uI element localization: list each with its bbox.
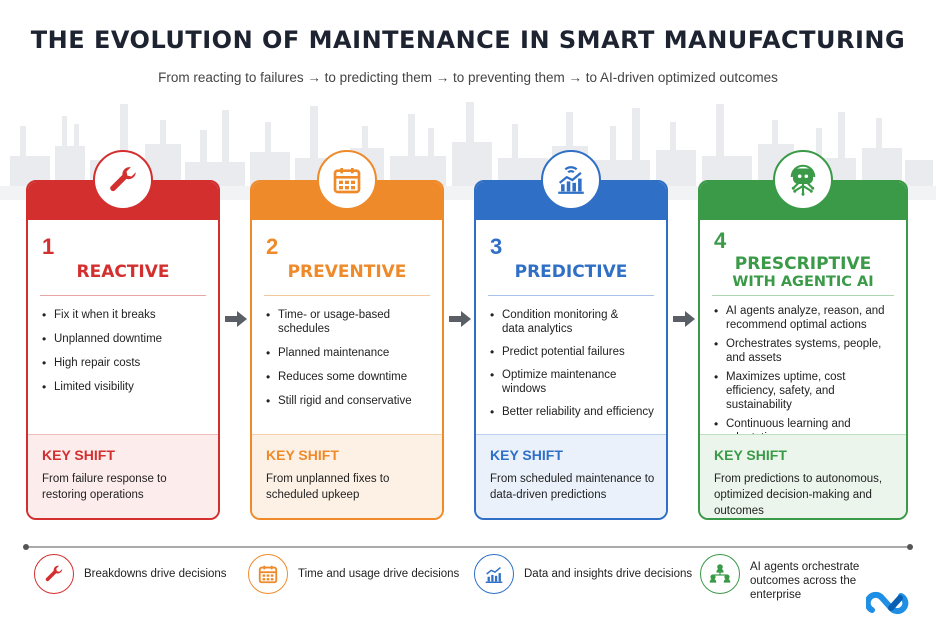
list-item: Condition monitoring & data analytics — [490, 308, 658, 336]
stage-card-predictive: 3 PREDICTIVE Condition monitoring & data… — [474, 180, 668, 520]
divider-line — [264, 295, 430, 296]
divider-line — [488, 295, 654, 296]
stage-card-reactive: 1 REACTIVE Fix it when it breaks Unplann… — [26, 180, 220, 520]
arrow-right-icon — [673, 311, 695, 327]
stage-number: 1 — [42, 234, 55, 259]
key-shift-panel: KEY SHIFT From failure response to resto… — [28, 434, 218, 518]
footer-caption: Data and insights drive decisions — [524, 568, 693, 580]
analytics-chart-icon — [541, 150, 601, 210]
stage-bullet-list: Condition monitoring & data analytics Pr… — [490, 308, 658, 419]
list-item: Predict potential failures — [490, 345, 658, 359]
footer-caption: Breakdowns drive decisions — [84, 568, 227, 580]
list-item: Time- or usage-based schedules — [266, 308, 434, 336]
analytics-chart-icon — [474, 554, 514, 594]
divider-line — [40, 295, 206, 296]
key-shift-title: KEY SHIFT — [42, 447, 115, 463]
network-people-icon — [700, 554, 740, 594]
list-item: High repair costs — [42, 356, 210, 370]
list-item: Planned maintenance — [266, 346, 434, 360]
divider-line — [712, 295, 894, 296]
key-shift-text: From scheduled maintenance to data-drive… — [490, 473, 655, 501]
stage-bullet-list: Time- or usage-based schedules Planned m… — [266, 308, 434, 408]
stage-name: PREVENTIVE — [287, 262, 407, 282]
stage-card-prescriptive: 4 PRESCRIPTIVE WITH AGENTIC AI AI agents… — [698, 180, 908, 520]
key-shift-title: KEY SHIFT — [714, 447, 787, 463]
calendar-icon — [248, 554, 288, 594]
list-item: Still rigid and conservative — [266, 394, 434, 408]
list-item: Optimize maintenance windows — [490, 368, 658, 396]
stage-name: REACTIVE — [76, 262, 170, 282]
page-subtitle: From reacting to failures → to predictin… — [158, 70, 778, 85]
list-item: Orchestrates systems, people, and assets — [714, 337, 898, 365]
footer-caption: AI agents orchestrate outcomes across th… — [750, 561, 860, 601]
ai-robot-icon — [773, 150, 833, 210]
list-item: Limited visibility — [42, 380, 210, 394]
arrow-right-icon — [225, 311, 247, 327]
list-item: Fix it when it breaks — [42, 308, 210, 322]
timeline-divider — [23, 544, 913, 550]
key-shift-text: From predictions to autonomous, optimize… — [714, 473, 883, 517]
key-shift-text: From failure response to restoring opera… — [42, 473, 167, 501]
arrow-right-icon — [449, 311, 471, 327]
stage-number: 3 — [490, 234, 503, 259]
infinity-logo-icon — [866, 591, 909, 615]
list-item: Maximizes uptime, cost efficiency, safet… — [714, 370, 898, 412]
key-shift-panel: KEY SHIFT From scheduled maintenance to … — [476, 434, 666, 518]
list-item: Better reliability and efficiency — [490, 405, 658, 419]
key-shift-title: KEY SHIFT — [490, 447, 563, 463]
stage-name: PREDICTIVE — [514, 262, 628, 282]
stage-card-preventive: 2 PREVENTIVE Time- or usage-based schedu… — [250, 180, 444, 520]
key-shift-panel: KEY SHIFT From predictions to autonomous… — [700, 434, 906, 518]
calendar-icon — [317, 150, 377, 210]
stage-bullet-list: Fix it when it breaks Unplanned downtime… — [42, 308, 210, 394]
page-title: THE EVOLUTION OF MAINTENANCE IN SMART MA… — [30, 26, 906, 54]
stage-bullet-list: AI agents analyze, reason, and recommend… — [714, 304, 898, 445]
key-shift-text: From unplanned fixes to scheduled upkeep — [266, 473, 390, 501]
list-item: Reduces some downtime — [266, 370, 434, 384]
stage-name-line1: PRESCRIPTIVE — [734, 254, 872, 274]
key-shift-title: KEY SHIFT — [266, 447, 339, 463]
wrench-icon — [93, 150, 153, 210]
list-item: Unplanned downtime — [42, 332, 210, 346]
stage-number: 4 — [714, 228, 727, 253]
wrench-icon — [34, 554, 74, 594]
key-shift-panel: KEY SHIFT From unplanned fixes to schedu… — [252, 434, 442, 518]
footer-caption: Time and usage drive decisions — [298, 568, 460, 580]
stage-name-line2: WITH AGENTIC AI — [732, 274, 874, 290]
stage-number: 2 — [266, 234, 279, 259]
list-item: AI agents analyze, reason, and recommend… — [714, 304, 898, 332]
